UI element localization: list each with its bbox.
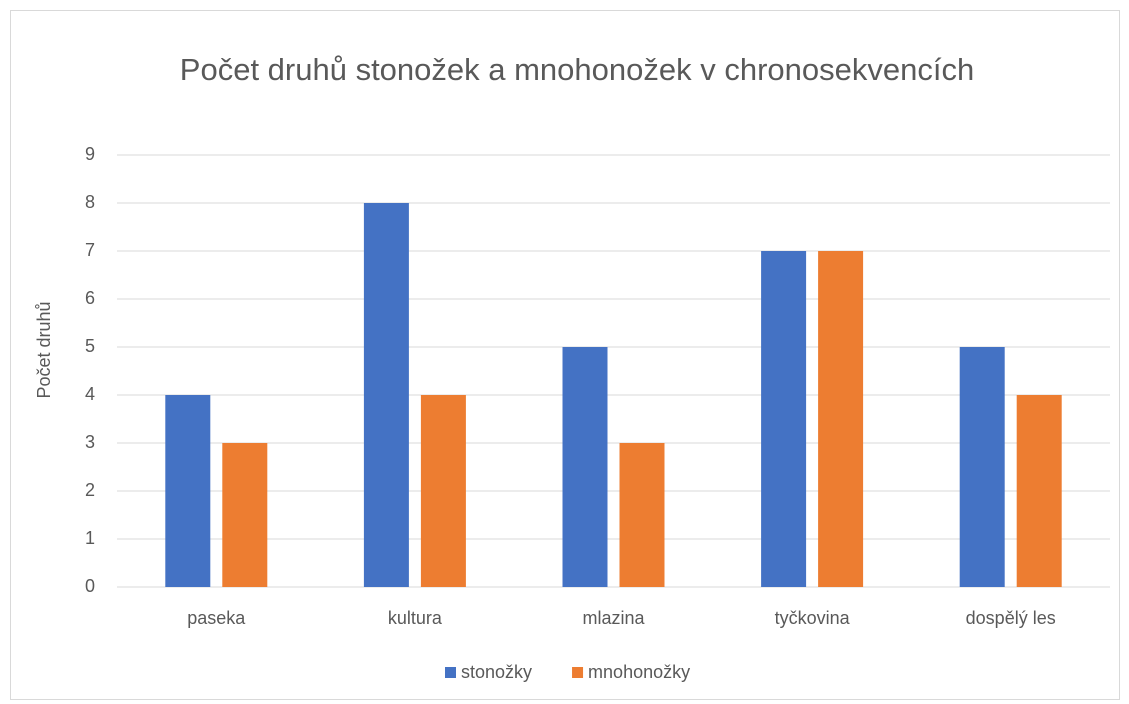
legend-label: stonožky: [461, 662, 532, 682]
bar: [222, 443, 268, 587]
bar: [363, 203, 409, 587]
bar: [1016, 395, 1062, 587]
chart-title: Počet druhů stonožek a mnohonožek v chro…: [180, 52, 974, 87]
x-tick-label: paseka: [187, 608, 246, 628]
bar: [420, 395, 466, 587]
y-tick-label: 3: [85, 432, 95, 452]
legend-label: mnohonožky: [588, 662, 690, 682]
bar: [959, 347, 1005, 587]
y-axis-label: Počet druhů: [34, 301, 54, 398]
y-tick-label: 9: [85, 144, 95, 164]
x-tick-label: kultura: [388, 608, 443, 628]
y-tick-label: 4: [85, 384, 95, 404]
y-tick-label: 2: [85, 480, 95, 500]
x-tick-label: tyčkovina: [775, 608, 851, 628]
y-tick-label: 8: [85, 192, 95, 212]
legend-swatch: [572, 667, 584, 678]
x-tick-label: dospělý les: [966, 608, 1056, 628]
x-tick-label: mlazina: [582, 608, 645, 628]
bar: [562, 347, 608, 587]
bar: [818, 251, 864, 587]
y-tick-label: 5: [85, 336, 95, 356]
y-tick-label: 0: [85, 576, 95, 596]
y-tick-label: 1: [85, 528, 95, 548]
y-tick-label: 7: [85, 240, 95, 260]
bar: [619, 443, 665, 587]
bar: [761, 251, 807, 587]
y-tick-label: 6: [85, 288, 95, 308]
legend-swatch: [445, 667, 456, 678]
bar: [165, 395, 211, 587]
